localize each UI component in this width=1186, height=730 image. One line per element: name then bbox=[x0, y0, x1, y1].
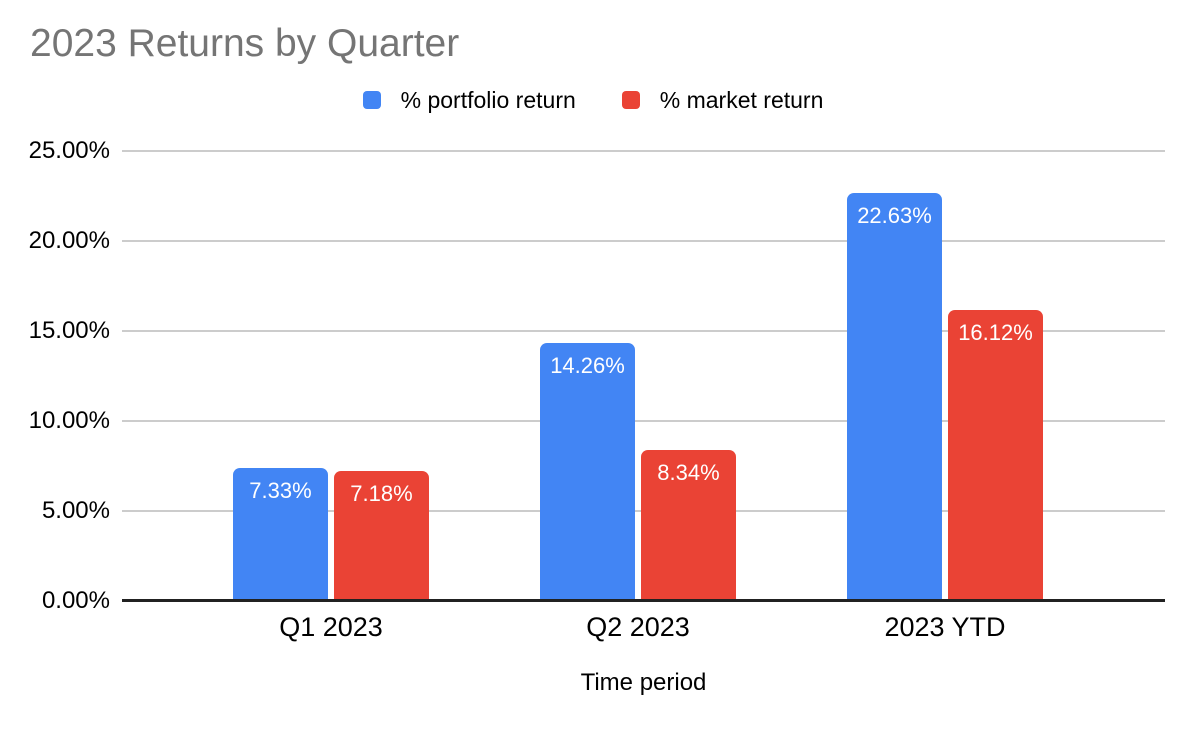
bar-value-label: 8.34% bbox=[657, 460, 720, 485]
bar-value-label: 7.33% bbox=[249, 478, 312, 503]
x-axis-title: Time period bbox=[580, 669, 707, 696]
gridline bbox=[122, 420, 1165, 422]
bar-market-return-2023-ytd[interactable]: 16.12% bbox=[948, 310, 1043, 600]
bar-portfolio-return-q1-2023[interactable]: 7.33% bbox=[233, 468, 328, 600]
gridline bbox=[122, 150, 1165, 152]
x-axis-tick-label: Q1 2023 bbox=[279, 612, 383, 642]
bar-value-label: 7.18% bbox=[350, 481, 413, 506]
bar-value-label: 16.12% bbox=[958, 320, 1033, 345]
y-axis-tick-label: 20.00% bbox=[28, 227, 110, 254]
y-axis-tick-label: 25.00% bbox=[28, 137, 110, 164]
gridline bbox=[122, 330, 1165, 332]
chart-title: 2023 Returns by Quarter bbox=[30, 22, 460, 65]
bar-value-label: 14.26% bbox=[550, 353, 625, 378]
legend-label-portfolio-return: % portfolio return bbox=[400, 86, 576, 113]
y-axis-tick-label: 15.00% bbox=[28, 317, 110, 344]
x-axis-tick-label: Q2 2023 bbox=[586, 612, 690, 642]
legend-swatch-portfolio-icon bbox=[362, 91, 381, 109]
legend-swatch-market-icon bbox=[621, 91, 640, 109]
y-axis-tick-label: 0.00% bbox=[41, 587, 110, 614]
bar-market-return-q1-2023[interactable]: 7.18% bbox=[334, 471, 429, 600]
y-axis-tick-label: 5.00% bbox=[41, 497, 110, 524]
y-axis-tick-label: 10.00% bbox=[28, 407, 110, 434]
bar-value-label: 22.63% bbox=[857, 203, 932, 228]
legend-item-market-return[interactable]: % market return bbox=[621, 86, 824, 114]
x-axis-tick-label: 2023 YTD bbox=[884, 612, 1006, 642]
gridline bbox=[122, 240, 1165, 242]
legend-label-market-return: % market return bbox=[659, 86, 824, 113]
bar-portfolio-return-2023-ytd[interactable]: 22.63% bbox=[847, 193, 942, 600]
chart-legend: % portfolio return % market return bbox=[0, 85, 1186, 115]
legend-item-portfolio-return[interactable]: % portfolio return bbox=[362, 86, 576, 114]
x-axis-line bbox=[122, 599, 1165, 602]
bar-market-return-q2-2023[interactable]: 8.34% bbox=[641, 450, 736, 600]
bar-portfolio-return-q2-2023[interactable]: 14.26% bbox=[540, 343, 635, 600]
